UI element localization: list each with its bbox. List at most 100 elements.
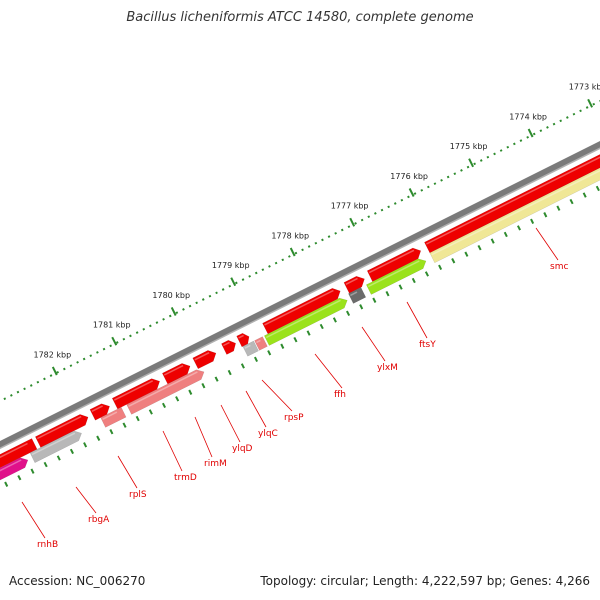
gene-arrow-inner-6 [254,336,268,351]
gene-arrow-outer-6 [192,350,217,370]
minor-tick [182,308,185,311]
gene-arrow-outer-8 [236,332,250,348]
summary-text: Topology: circular; Length: 4,222,597 bp… [260,574,590,588]
inner-tick [175,396,180,402]
minor-tick [367,215,371,219]
minor-tick [354,222,357,225]
minor-tick [10,394,13,397]
minor-tick [56,370,59,374]
gene-label: rpsP [284,413,304,423]
gene-arrow-inner-7 [263,297,348,346]
kbp-label: 1781 kbp [93,321,131,330]
gene-leader-line [406,301,428,339]
inner-tick [477,244,482,251]
gene-arrow-outer-6-sheen [194,352,210,361]
inner-tick [201,382,206,389]
gene-label: rnhB [37,540,58,550]
inner-tick [385,290,390,297]
minor-tick [268,265,271,268]
minor-tick [274,261,278,265]
gene-arrow-inner-10 [429,167,600,264]
gene-arrow-outer-2 [34,414,89,448]
accession-text: Accession: NC_006270 [9,574,146,588]
minor-tick [387,205,390,209]
minor-tick [135,331,139,334]
inner-tick [17,475,22,481]
minor-tick [499,149,503,152]
minor-tick [23,387,26,391]
minor-tick [460,169,463,172]
minor-tick [195,301,198,305]
inner-tick [188,389,193,395]
gene-label: rplS [129,490,147,500]
gene-arrow-outer-11-sheen [368,249,415,274]
backbone-highlight [0,147,600,450]
gene-arrow-inner-9 [365,258,427,295]
minor-tick [453,172,457,176]
gene-leader-line [245,390,267,428]
minor-tick [155,321,159,324]
minor-tick [493,152,496,156]
gene-arrow-inner-8 [348,287,367,304]
inner-tick [240,363,245,369]
gene-arrow-inner-4 [126,369,205,415]
minor-tick [407,195,410,199]
gene-leader-line [535,227,559,261]
minor-tick [29,384,33,387]
major-tick [527,128,534,138]
kbp-label: 1775 kbp [450,142,488,151]
gene-label: ffh [334,390,346,400]
major-tick [111,336,118,346]
minor-tick [201,298,205,301]
minor-tick [486,155,490,159]
minor-tick [241,278,245,281]
kbp-tick-labels: 1782 kbp 1781 kbp 1780 kbp 1779 kbp 1778 kbp… [34,83,600,360]
gene-leader-line [361,326,386,362]
gene-arrow-outer-10 [343,275,365,294]
gene-features [0,154,600,481]
inner-tick [267,350,272,356]
gene-labels: rnhB rbgA rplS trmD rimM ylqD ylqC rpsP ffh ylxM f… [21,227,568,550]
inner-tick [372,297,377,303]
inner-tick [293,336,298,343]
inner-tick [227,369,232,376]
inner-tick [359,304,364,310]
minor-tick [440,178,443,182]
minor-tick [314,241,318,245]
gene-label: trmD [174,473,197,483]
inner-tick-ring [4,185,600,487]
minor-tick [393,202,397,205]
gene-arrow-inner-4-sheen [128,371,198,407]
minor-tick [327,235,331,238]
gene-arrow-inner-1-sheen [0,459,22,472]
minor-tick [506,145,510,149]
minor-tick [532,132,536,136]
gene-label: ftsY [419,340,436,350]
gene-arrow-outer-8-sheen [238,334,244,339]
minor-tick [340,228,344,232]
inner-tick [214,376,219,382]
gene-arrow-outer-12 [424,154,600,254]
inner-tick [30,468,35,474]
gene-arrow-inner-5-sheen [244,344,251,349]
gene-arrow-inner-1 [0,457,29,481]
major-tick [587,98,593,108]
gene-label: ylqD [232,444,253,454]
inner-tick [254,356,258,363]
kbp-label: 1780 kbp [152,291,190,300]
inner-tick [595,185,600,192]
minor-tick [334,231,337,235]
minor-tick [400,198,404,202]
major-tick [408,188,415,197]
inner-tick [424,271,429,277]
inner-tick [306,330,311,336]
inner-tick [56,455,61,461]
minor-tick [248,274,251,278]
gene-arrow-inner-3-sheen [102,411,118,420]
minor-tick [175,311,179,315]
minor-tick [446,175,450,179]
minor-tick [566,116,569,119]
inner-tick [582,192,587,198]
minor-tick [466,165,470,169]
gene-arrow-inner-9-sheen [367,260,420,288]
